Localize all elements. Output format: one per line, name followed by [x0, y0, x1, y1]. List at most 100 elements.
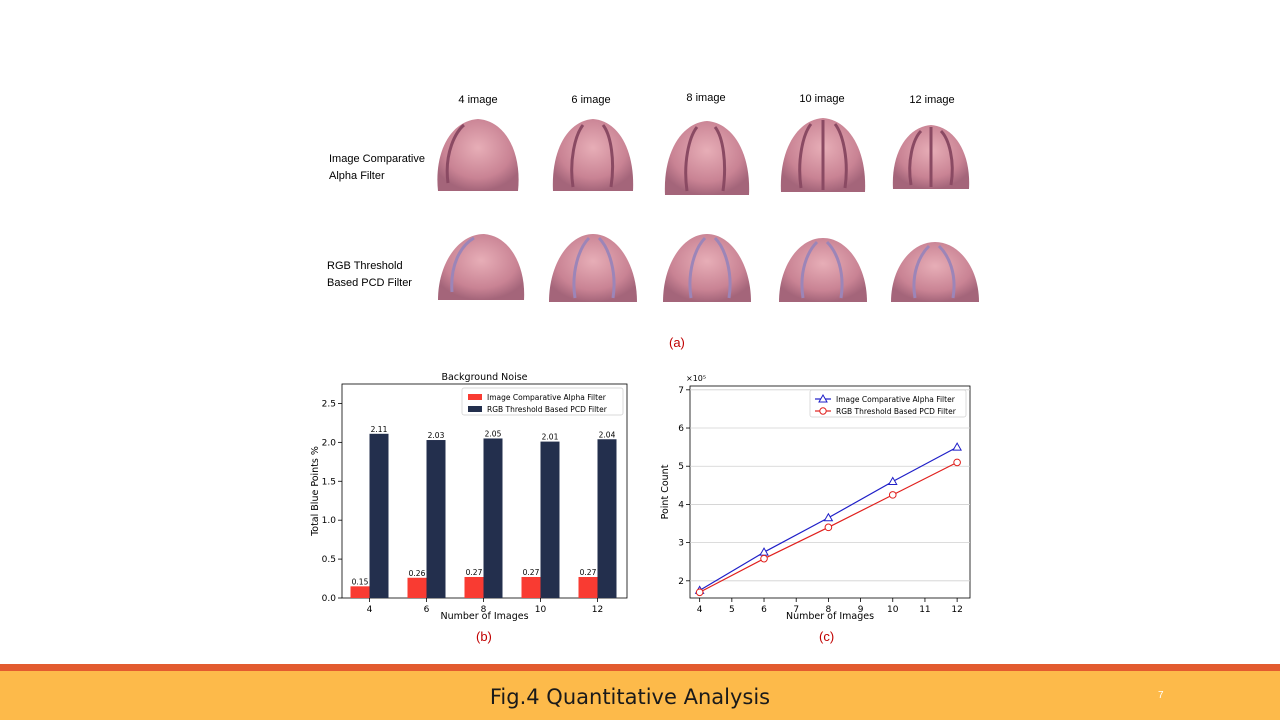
- column-label-6: 6 image: [571, 94, 611, 106]
- chart-c-point-alpha-6: [759, 547, 769, 556]
- chart-b-data-label-rgb-6: 2.03: [428, 431, 445, 440]
- row-label-alpha: Image Comparative Alpha Filter: [329, 151, 425, 185]
- row-label-alpha-line2: Alpha Filter: [329, 170, 385, 182]
- chart-b-xtick-label-4: 12: [592, 605, 603, 615]
- chart-b-legend-label-1: RGB Threshold Based PCD Filter: [487, 405, 608, 414]
- reconstruction-alpha-8: [664, 121, 750, 195]
- chart-b-ytick-label-1: 0.5: [322, 555, 336, 565]
- chart-c-point-rgb-12: [953, 458, 961, 467]
- chart-b-ytick-label-4: 2.0: [322, 438, 337, 448]
- row-label-alpha-line1: Image Comparative: [329, 153, 425, 165]
- chart-b-xtick-label-3: 10: [535, 605, 547, 615]
- chart-c-legend-label-0: Image Comparative Alpha Filter: [836, 395, 956, 404]
- reconstruction-rgb-6: [549, 234, 637, 302]
- column-label-10: 10 image: [799, 93, 845, 105]
- chart-c-point-rgb-8: [824, 523, 833, 532]
- chart-b-bar-alpha-4: [350, 586, 370, 598]
- chart-c-ytick-label-2: 4: [678, 500, 684, 510]
- chart-b-xtick-label-2: 8: [481, 605, 487, 615]
- chart-b-bar-alpha-10: [521, 576, 541, 598]
- chart-c-point-rgb-6: [760, 554, 768, 563]
- reconstruction-rgb-8: [663, 234, 751, 302]
- chart-b-data-label-alpha-10: 0.27: [523, 568, 540, 577]
- chart-b-data-label-rgb-4: 2.11: [371, 425, 388, 434]
- chart-c-xtick-label-2: 6: [761, 605, 767, 615]
- chart-b-xlabel: Number of Images: [440, 611, 528, 622]
- chart-b-bar-alpha-12: [578, 576, 598, 598]
- chart-b-bar-rgb-6: [426, 440, 446, 598]
- chart-c-xtick-label-6: 10: [887, 605, 899, 615]
- chart-c-ytick-label-1: 3: [678, 539, 684, 549]
- chart-c-legend-marker-1: [819, 407, 827, 415]
- chart-c-xtick-label-4: 8: [826, 605, 832, 615]
- chart-c-axis-multiplier: ×10⁵: [686, 374, 706, 383]
- row-label-rgb-line2: Based PCD Filter: [327, 277, 412, 289]
- reconstruction-alpha-12: [892, 125, 970, 189]
- chart-c-legend-marker-0: [818, 393, 828, 403]
- chart-b-data-label-rgb-8: 2.05: [485, 429, 502, 438]
- chart-c-ytick-label-4: 6: [678, 424, 684, 434]
- column-label-4: 4 image: [458, 94, 498, 106]
- chart-c-plot-frame: [689, 385, 971, 599]
- chart-c-xtick-label-8: 12: [951, 605, 962, 615]
- chart-b-data-label-rgb-12: 2.04: [599, 430, 616, 439]
- chart-c-ytick-label-3: 5: [678, 462, 684, 472]
- chart-b-legend-box: [461, 387, 624, 416]
- chart-c-xtick-label-0: 4: [697, 605, 703, 615]
- chart-c-point-alpha-8: [823, 512, 834, 522]
- chart-b-data-label-rgb-10: 2.01: [542, 433, 559, 442]
- chart-b-bar-rgb-10: [540, 441, 560, 598]
- page-number: 7: [1158, 690, 1164, 701]
- reconstruction-alpha-4: [437, 119, 519, 191]
- chart-b-legend-swatch-1: [468, 406, 482, 412]
- reconstruction-grid: [437, 118, 979, 302]
- chart-c-point-rgb-4: [695, 588, 704, 597]
- chart-b-legend-label-0: Image Comparative Alpha Filter: [487, 393, 607, 402]
- row-label-rgb: RGB Threshold Based PCD Filter: [327, 258, 412, 292]
- chart-b-xtick-label-0: 4: [367, 605, 373, 615]
- panel-label-a: (a): [669, 335, 685, 350]
- chart-b-data-label-alpha-6: 0.26: [409, 569, 426, 578]
- reconstruction-rgb-12: [891, 242, 979, 302]
- chart-c-point-alpha-10: [887, 476, 898, 485]
- line-chart-point-count: 2 3 4 5 6 7 4 5 6 7 8 9 10 11 12 ×10⁵ Number of Images Po…: [660, 374, 971, 622]
- chart-b-ytick-label-0: 0.0: [322, 594, 337, 604]
- chart-c-xtick-label-5: 9: [858, 605, 864, 615]
- column-label-8: 8 image: [686, 92, 726, 104]
- bar-chart-background-noise: Background Noise 0.0 0.5 1.0 1.5 2.0 2.5 4 0.15 2…: [310, 372, 628, 622]
- figure-caption: Fig.4 Quantitative Analysis: [489, 685, 771, 709]
- chart-c-xtick-label-1: 5: [729, 605, 735, 615]
- chart-c-ytick-label-5: 7: [678, 386, 684, 396]
- reconstruction-alpha-10: [780, 118, 866, 192]
- panel-label-b: (b): [476, 629, 492, 644]
- chart-b-bar-alpha-6: [407, 577, 427, 598]
- row-label-rgb-line1: RGB Threshold: [327, 260, 403, 272]
- chart-b-bar-rgb-8: [483, 438, 503, 598]
- chart-c-xlabel: Number of Images: [786, 611, 874, 622]
- chart-c-xtick-label-3: 7: [793, 605, 799, 615]
- chart-c-point-alpha-12: [952, 442, 962, 451]
- chart-c-xtick-label-7: 11: [919, 605, 930, 615]
- chart-c-ylabel: Point Count: [660, 464, 671, 519]
- chart-c-point-rgb-10: [888, 491, 897, 499]
- chart-b-title: Background Noise: [441, 372, 527, 383]
- chart-b-ylabel: Total Blue Points %: [310, 446, 321, 537]
- footer-accent-stripe: [0, 664, 1280, 671]
- footer-band: [0, 671, 1280, 720]
- chart-c-legend-label-1: RGB Threshold Based PCD Filter: [836, 407, 957, 416]
- chart-b-bar-rgb-4: [369, 433, 389, 598]
- chart-b-xtick-label-1: 6: [424, 605, 430, 615]
- chart-b-data-label-alpha-8: 0.27: [466, 568, 483, 577]
- chart-b-ytick-label-5: 2.5: [322, 399, 336, 409]
- chart-b-ytick-label-2: 1.0: [322, 516, 337, 526]
- chart-b-bar-rgb-12: [597, 439, 617, 598]
- reconstruction-alpha-6: [552, 119, 634, 191]
- reconstruction-rgb-4: [438, 234, 525, 300]
- chart-b-legend-swatch-0: [468, 394, 482, 400]
- chart-b-ytick-label-3: 1.5: [322, 477, 336, 487]
- panel-label-c: (c): [819, 629, 835, 644]
- reconstruction-rgb-10: [779, 238, 867, 302]
- column-label-12: 12 image: [909, 94, 955, 106]
- chart-b-data-label-alpha-4: 0.15: [352, 577, 369, 586]
- chart-b-bar-alpha-8: [464, 576, 484, 598]
